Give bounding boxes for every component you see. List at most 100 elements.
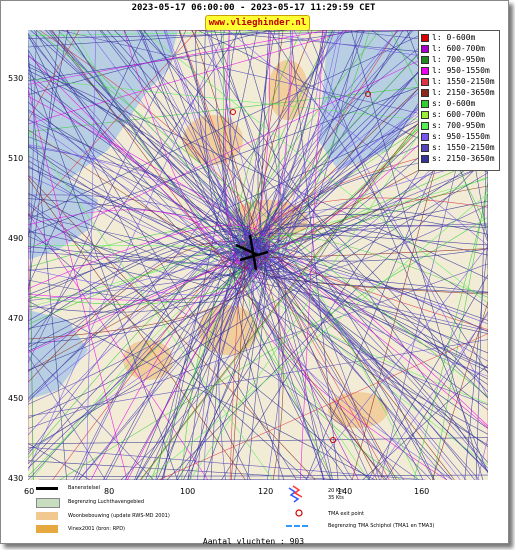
flight-track xyxy=(245,225,488,309)
flight-track xyxy=(28,300,376,480)
flight-track xyxy=(240,30,271,245)
flight-track xyxy=(158,333,488,480)
flight-track xyxy=(28,261,266,303)
tma-boundary-swatch xyxy=(286,525,308,527)
flight-track xyxy=(237,242,461,480)
flight-track xyxy=(260,185,488,263)
flight-track xyxy=(28,178,246,480)
flight-track xyxy=(251,268,448,480)
flight-track xyxy=(45,30,488,473)
flight-track xyxy=(464,239,488,480)
flight-track xyxy=(28,256,255,469)
legend-item: l: 2150-3650m xyxy=(421,88,495,98)
legend-item: s: 2150-3650m xyxy=(421,154,495,164)
flight-track xyxy=(245,30,324,270)
flight-track xyxy=(28,30,69,239)
flight-track xyxy=(86,30,97,480)
legend-item: s: 950-1550m xyxy=(421,132,490,142)
flight-track xyxy=(28,30,187,364)
housing-label: Woonbebouwing (update RWS-MD 2001) xyxy=(68,513,170,519)
flight-track xyxy=(240,208,488,264)
flight-track xyxy=(250,258,480,480)
flight-track xyxy=(28,30,80,121)
flight-track xyxy=(248,153,488,280)
wind-arrow-icon xyxy=(288,485,303,503)
flight-track xyxy=(28,240,268,313)
flight-track xyxy=(28,30,365,81)
legend-swatch xyxy=(421,66,429,75)
tma-exit-points xyxy=(230,91,371,443)
flight-track xyxy=(28,34,251,480)
flight-track xyxy=(30,30,248,254)
flight-track-map[interactable] xyxy=(28,30,488,480)
legend-swatch xyxy=(421,110,429,119)
flight-track xyxy=(28,215,251,290)
period-title: 2023-05-17 06:00:00 - 2023-05-17 11:29:5… xyxy=(131,3,376,13)
flight-track xyxy=(28,63,178,480)
flight-track xyxy=(248,248,401,480)
flight-track xyxy=(183,269,265,480)
flight-track xyxy=(28,30,367,37)
legend-swatch xyxy=(421,143,429,152)
flight-track xyxy=(307,30,488,474)
flight-track xyxy=(28,49,297,480)
wind-35-label: 35 Kts xyxy=(328,495,344,501)
vinex-label: Vinex2001 (bron: RPD) xyxy=(68,526,125,532)
flight-track xyxy=(214,30,271,256)
flight-track xyxy=(242,235,488,411)
vinex-swatch xyxy=(36,525,58,533)
legend-item: l: 600-700m xyxy=(421,44,485,54)
legend-swatch xyxy=(421,55,429,64)
airport-boundary-label: Begrenzing Luchthavengebied xyxy=(68,499,145,505)
flight-track xyxy=(28,101,241,270)
flight-track xyxy=(28,474,488,477)
flight-track xyxy=(259,245,488,262)
runway-label: Banenstelsel xyxy=(68,485,101,491)
flight-track xyxy=(206,30,262,245)
tma-exit-label: TMA exit point xyxy=(328,511,365,517)
flight-track xyxy=(350,30,484,480)
flight-track xyxy=(28,175,316,480)
runway-system xyxy=(235,234,269,271)
flight-track xyxy=(28,228,308,480)
website-badge[interactable]: www.vlieghinder.nl xyxy=(205,15,310,31)
flight-track xyxy=(177,30,466,480)
legend-item: l: 700-950m xyxy=(421,55,485,65)
flight-track xyxy=(147,193,488,480)
flight-track xyxy=(51,30,385,480)
flight-track xyxy=(28,201,420,480)
y-tick-510: 510 xyxy=(8,154,24,163)
tma-exit-icon xyxy=(295,509,303,517)
flight-track xyxy=(28,167,488,354)
runway-swatch xyxy=(36,487,58,490)
flight-track xyxy=(367,274,488,480)
flight-track xyxy=(300,30,324,480)
flight-track xyxy=(28,234,252,373)
flight-track xyxy=(105,237,269,480)
x-tick-140: 140 xyxy=(337,487,353,496)
housing-swatch xyxy=(36,512,58,520)
flight-track xyxy=(293,30,488,398)
flight-track xyxy=(28,88,488,300)
flight-track xyxy=(28,224,269,290)
flight-track xyxy=(240,236,419,480)
legend-item: l: 950-1550m xyxy=(421,66,490,76)
flight-track xyxy=(28,348,154,480)
legend-swatch xyxy=(421,132,429,141)
flight-track xyxy=(28,30,345,455)
flight-track xyxy=(28,230,488,334)
flight-track xyxy=(28,30,241,347)
flight-track xyxy=(28,203,371,480)
legend-item: l: 1550-2150m xyxy=(421,77,495,87)
flight-track xyxy=(143,30,250,257)
flight-track xyxy=(477,437,488,480)
tma-boundary-label: Begrenzing TMA Schiphol (TMA1 en TMA3) xyxy=(328,523,435,529)
x-tick-60: 60 xyxy=(24,487,35,496)
wind-20-label: 20 Kts xyxy=(328,488,344,494)
flight-track xyxy=(28,30,226,471)
legend-swatch xyxy=(421,88,429,97)
flight-track xyxy=(28,66,488,279)
flight-track xyxy=(28,160,488,446)
flight-track xyxy=(28,70,252,248)
flight-track xyxy=(28,72,252,241)
